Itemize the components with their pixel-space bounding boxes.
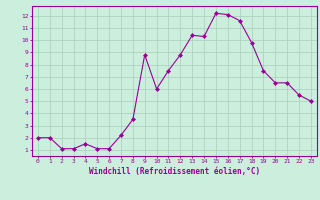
X-axis label: Windchill (Refroidissement éolien,°C): Windchill (Refroidissement éolien,°C) — [89, 167, 260, 176]
